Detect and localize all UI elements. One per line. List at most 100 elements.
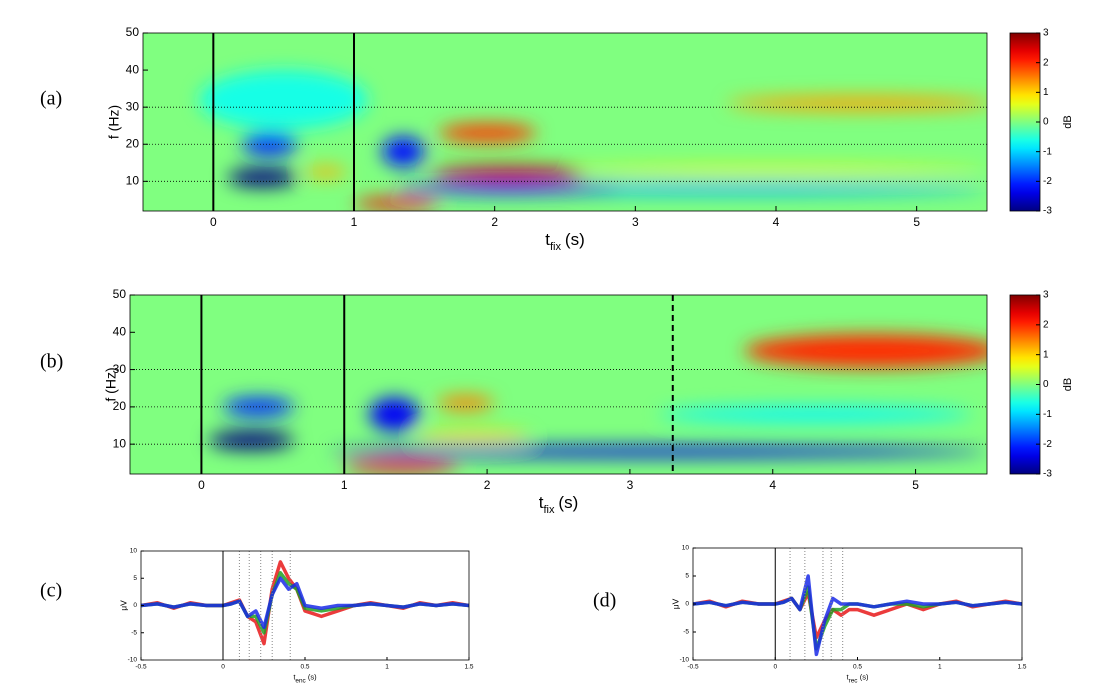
- y-tick-label: 10: [130, 548, 138, 555]
- heatmap-cell: [726, 96, 987, 111]
- x-axis-label: tfix (s): [545, 230, 585, 252]
- heatmap-cell: [329, 446, 987, 458]
- x-tick-label: 0: [210, 215, 217, 229]
- line-series: [693, 574, 1022, 657]
- y-tick-label: 0: [685, 601, 689, 608]
- y-tick-label: 20: [126, 136, 140, 150]
- colorbar-tick-label: -2: [1043, 176, 1052, 187]
- x-tick-label: -0.5: [135, 663, 147, 670]
- plot-area: [141, 551, 469, 660]
- panel-label: (a): [40, 88, 62, 110]
- x-tick-label: 5: [913, 215, 920, 229]
- y-tick-label: 10: [682, 545, 690, 552]
- x-tick-label: 2: [491, 215, 498, 229]
- colorbar-tick-label: 1: [1043, 87, 1049, 98]
- colorbar-tick-label: -2: [1043, 439, 1052, 450]
- x-tick-label: 5: [912, 478, 919, 492]
- heatmap-cell: [354, 198, 439, 210]
- plot-area: [143, 33, 987, 211]
- axes-frame: [142, 32, 988, 212]
- x-tick-label: 1: [351, 215, 358, 229]
- x-tick-label: 3: [627, 478, 634, 492]
- x-axis-label: tfix (s): [539, 493, 579, 515]
- x-tick-label: 4: [769, 478, 776, 492]
- y-tick-label: 10: [126, 174, 140, 188]
- line-series: [693, 585, 1022, 651]
- heatmap-cell: [565, 166, 987, 174]
- heatmap-cell: [744, 334, 987, 368]
- x-axis-label: trec (s): [847, 672, 869, 684]
- colorbar-tick-label: 3: [1043, 290, 1049, 301]
- heatmap-cell: [208, 431, 295, 450]
- x-tick-label: 0.5: [300, 663, 309, 670]
- colorbar-tick-label: 3: [1043, 28, 1049, 39]
- line-series: [141, 576, 469, 630]
- x-tick-label: -0.5: [687, 663, 699, 670]
- x-tick-label: 0: [773, 663, 777, 670]
- x-tick-label: 1.5: [464, 663, 473, 670]
- x-axis-label-main: t: [847, 672, 850, 681]
- x-axis-label-unit: (s): [558, 493, 578, 512]
- x-tick-label: 2: [484, 478, 491, 492]
- colorbar-tick-label: 0: [1043, 379, 1049, 390]
- x-tick-label: 1: [341, 478, 348, 492]
- line-series: [693, 591, 1022, 640]
- heatmap-cell: [396, 183, 622, 195]
- heatmap-cell: [222, 397, 295, 417]
- x-axis-label-main: t: [293, 672, 296, 681]
- heatmap-cell: [437, 395, 495, 411]
- colorbar: [1009, 294, 1041, 475]
- heatmap-cell: [658, 406, 973, 422]
- colorbar: [1009, 32, 1041, 212]
- y-tick-label: 5: [685, 573, 689, 580]
- heatmap-cell: [382, 136, 425, 167]
- colorbar-tick-label: 0: [1043, 117, 1049, 128]
- colorbar-tick-label: -3: [1043, 469, 1052, 480]
- colorbar-label: dB: [1062, 378, 1074, 391]
- colorbar-tick-label: -1: [1043, 146, 1052, 157]
- panel-label: (b): [40, 351, 63, 373]
- y-tick-label: -10: [128, 657, 138, 664]
- x-tick-label: 1: [938, 663, 942, 670]
- x-axis-label-sub: enc: [295, 677, 306, 684]
- y-tick-label: 50: [113, 287, 127, 301]
- x-axis-label: tenc (s): [293, 672, 317, 684]
- x-axis-label-sub: fix: [543, 504, 555, 516]
- colorbar-tick-label: 2: [1043, 319, 1049, 330]
- heatmap-cell: [344, 460, 459, 473]
- heatmap-cell: [431, 166, 587, 182]
- x-axis-label-main: t: [545, 230, 550, 249]
- x-axis-label-unit: (s): [860, 672, 869, 681]
- x-tick-label: 1: [385, 663, 389, 670]
- y-axis-label: f (Hz): [106, 105, 122, 139]
- y-tick-label: 20: [113, 399, 127, 413]
- heatmap-cell: [199, 70, 369, 130]
- x-axis-label-sub: rec: [849, 677, 859, 684]
- y-tick-label: 40: [126, 62, 140, 76]
- y-axis-label: f (Hz): [103, 367, 119, 401]
- colorbar-tick-label: 2: [1043, 57, 1049, 68]
- x-axis-label-unit: (s): [565, 230, 585, 249]
- y-tick-label: 50: [126, 25, 140, 39]
- heatmap-cell: [369, 397, 420, 432]
- panel-label: (d): [593, 590, 616, 612]
- heatmap-cell: [415, 431, 530, 443]
- x-tick-label: 0.5: [853, 663, 862, 670]
- x-axis-label-main: t: [539, 493, 544, 512]
- x-tick-label: 4: [773, 215, 780, 229]
- plot-area: [130, 295, 987, 474]
- colorbar-tick-label: -3: [1043, 206, 1052, 217]
- heatmap-cell: [304, 166, 347, 178]
- x-axis-label-sub: fix: [550, 241, 562, 253]
- y-tick-label: 5: [133, 575, 137, 582]
- axes-frame: [129, 294, 988, 475]
- colorbar-tick-label: -1: [1043, 409, 1052, 420]
- y-tick-label: 30: [113, 362, 127, 376]
- heatmap-cell: [227, 168, 298, 187]
- y-tick-label: -5: [131, 629, 137, 636]
- y-axis-label: μV: [670, 598, 680, 609]
- x-tick-label: 0: [221, 663, 225, 670]
- panel-label: (c): [40, 580, 62, 602]
- y-tick-label: -5: [683, 629, 689, 636]
